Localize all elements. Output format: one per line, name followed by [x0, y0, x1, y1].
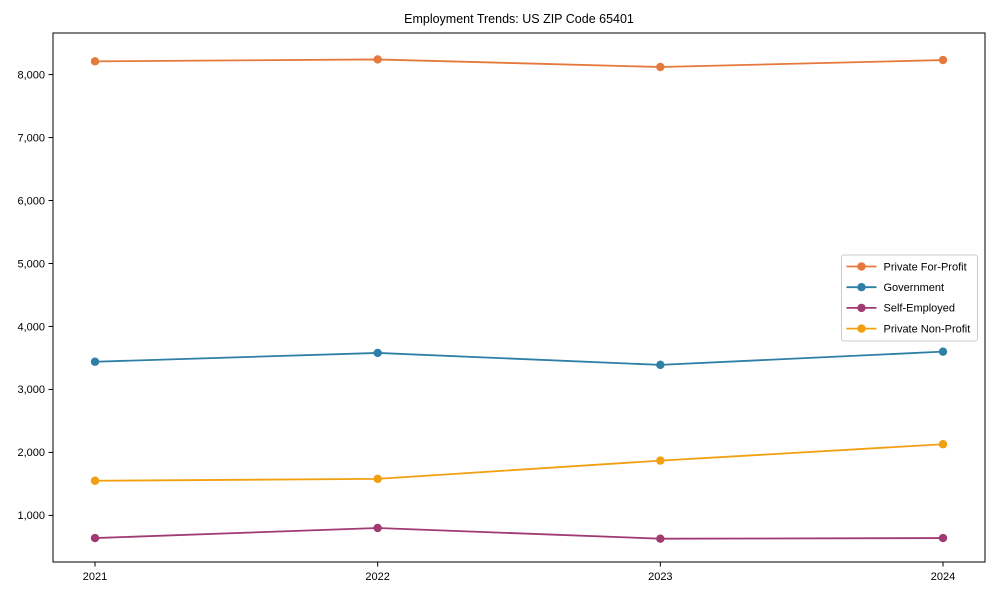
y-tick-label-6000: 6,000 — [17, 195, 45, 207]
legend-marker-government — [857, 283, 866, 292]
data-point-private-non-profit-2024 — [938, 440, 948, 449]
series-line-self-employed — [94, 527, 944, 540]
legend-label-private-for-profit: Private For-Profit — [884, 261, 967, 273]
plot-area: 1,000 2,000 3,000 4,000 5,000 6,000 7,000 8,000… — [17, 32, 986, 583]
data-point-government-2021 — [90, 357, 100, 366]
y-tick-label-3000: 3,000 — [17, 384, 45, 396]
legend-marker-self-employed — [857, 303, 866, 313]
series-line-government — [94, 350, 944, 366]
x-tick-label-2022: 2022 — [365, 571, 389, 583]
y-tick-label-4000: 4,000 — [17, 321, 45, 333]
data-point-government-2022 — [373, 348, 382, 358]
legend-box — [841, 254, 978, 342]
y-tick-label-8000: 8,000 — [17, 69, 45, 81]
legend-marker-private-non-profit — [857, 324, 866, 333]
x-tick-label-2024: 2024 — [931, 571, 955, 583]
data-point-private-for-profit-2022 — [373, 55, 382, 64]
y-tick-label-1000: 1,000 — [17, 510, 45, 522]
y-tick-label-5000: 5,000 — [17, 258, 45, 270]
x-tick-label-2023: 2023 — [648, 571, 672, 583]
legend: Private For-Profit Government Self-Employe… — [841, 254, 978, 342]
series-line-private-non-profit — [94, 443, 944, 482]
data-point-self-employed-2022 — [373, 523, 382, 533]
legend-label-private-non-profit: Private Non-Profit — [884, 323, 971, 335]
legend-marker-private-for-profit — [857, 262, 866, 271]
data-point-self-employed-2024 — [938, 533, 948, 543]
data-point-private-for-profit-2023 — [656, 62, 665, 72]
data-point-private-non-profit-2021 — [90, 476, 100, 485]
chart-title: Employment Trends: US ZIP Code 65401 — [404, 12, 634, 26]
plot-border — [52, 32, 986, 563]
y-tick-label-7000: 7,000 — [17, 132, 45, 144]
legend-label-government: Government — [884, 282, 945, 294]
data-point-self-employed-2021 — [90, 533, 100, 543]
legend-label-self-employed: Self-Employed — [884, 303, 956, 315]
y-tick-label-2000: 2,000 — [17, 447, 45, 459]
data-point-private-for-profit-2024 — [938, 55, 948, 65]
data-point-self-employed-2023 — [656, 534, 665, 543]
data-point-private-non-profit-2023 — [656, 456, 665, 465]
x-tick-label-2021: 2021 — [83, 571, 107, 583]
series-line-private-for-profit — [94, 58, 944, 68]
data-point-government-2023 — [656, 360, 665, 370]
data-point-government-2024 — [938, 347, 948, 356]
data-point-private-non-profit-2022 — [373, 474, 382, 484]
data-point-private-for-profit-2021 — [90, 57, 100, 66]
